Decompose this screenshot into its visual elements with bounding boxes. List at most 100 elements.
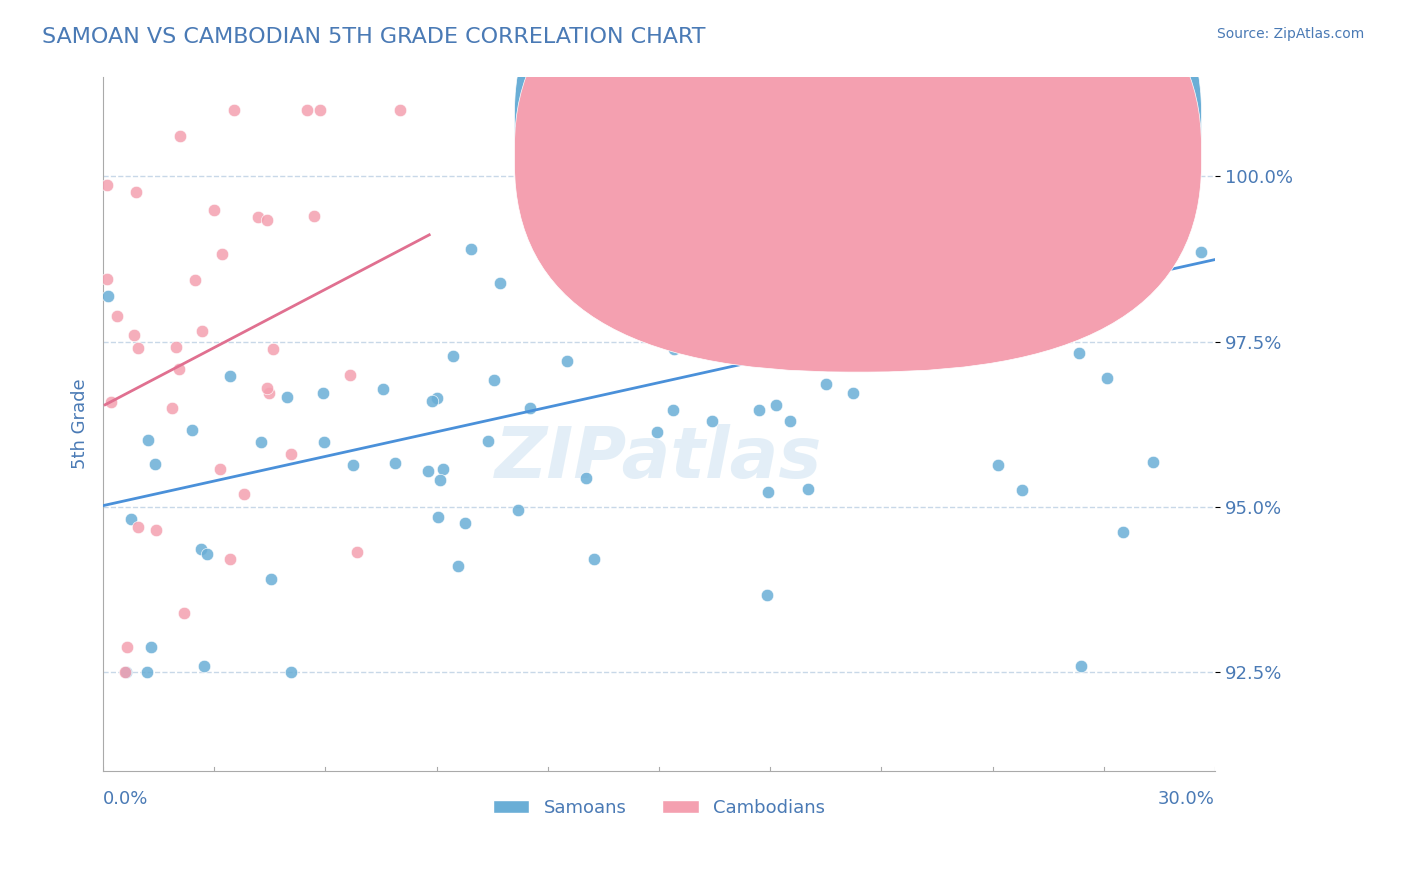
Samoans [662,343,685,357]
Cambodians [339,368,361,383]
Cambodians [173,606,195,620]
Samoans [1152,204,1174,219]
Cambodians [218,551,240,566]
Cambodians [388,103,411,118]
Samoans [276,390,298,404]
Samoans [773,151,796,165]
Samoans [938,329,960,343]
Samoans [420,393,443,408]
Samoans [508,503,530,517]
Samoans [1011,483,1033,497]
Samoans [662,165,685,179]
Cambodians [115,640,138,654]
Cambodians [114,665,136,679]
Cambodians [165,340,187,354]
Cambodians [160,401,183,415]
Cambodians [209,462,232,476]
Cambodians [167,361,190,376]
Samoans [426,509,449,524]
Cambodians [127,341,149,355]
Samoans [195,547,218,561]
Samoans [647,425,669,440]
Samoans [1014,340,1036,354]
Cambodians [308,103,330,118]
Samoans [460,242,482,256]
Cambodians [262,343,284,357]
Samoans [931,149,953,163]
Samoans [314,434,336,449]
Samoans [96,289,118,303]
Samoans [280,665,302,679]
Samoans [575,471,598,485]
Cambodians [280,447,302,461]
Text: Source: ZipAtlas.com: Source: ZipAtlas.com [1216,27,1364,41]
Samoans [477,434,499,448]
Samoans [1074,177,1097,191]
FancyBboxPatch shape [515,0,1202,372]
Samoans [761,146,783,161]
Samoans [661,402,683,417]
Samoans [789,258,811,272]
FancyBboxPatch shape [515,0,1202,337]
Samoans [779,414,801,428]
Cambodians [257,386,280,401]
Samoans [260,572,283,586]
Text: R = 0.400   N = 87: R = 0.400 N = 87 [870,109,1050,127]
Samoans [190,542,212,557]
Samoans [1189,244,1212,259]
Samoans [1070,659,1092,673]
Samoans [672,338,695,352]
Samoans [583,552,606,566]
Samoans [695,109,717,123]
Cambodians [256,380,278,394]
Cambodians [233,487,256,501]
Cambodians [246,210,269,224]
Samoans [756,485,779,500]
Samoans [941,103,963,118]
Samoans [519,401,541,416]
Samoans [416,464,439,478]
Samoans [886,266,908,280]
Samoans [120,512,142,526]
Samoans [429,473,451,487]
Cambodians [100,395,122,409]
Cambodians [145,523,167,537]
Samoans [447,558,470,573]
Samoans [342,458,364,472]
Text: R = 0.357   N = 36: R = 0.357 N = 36 [870,143,1050,161]
Samoans [952,265,974,279]
Samoans [853,103,876,118]
Cambodians [222,103,245,118]
Samoans [426,391,449,405]
Samoans [599,214,621,228]
Samoans [924,103,946,118]
Samoans [1142,455,1164,469]
Cambodians [295,103,318,118]
Samoans [555,354,578,368]
Samoans [1095,370,1118,384]
Cambodians [211,247,233,261]
Cambodians [202,202,225,217]
Y-axis label: 5th Grade: 5th Grade [72,379,89,469]
Samoans [1112,525,1135,540]
Samoans [756,588,779,602]
Samoans [489,276,512,290]
Samoans [193,659,215,673]
Samoans [180,424,202,438]
Samoans [700,414,723,428]
Samoans [135,665,157,679]
Samoans [796,482,818,496]
Samoans [312,386,335,401]
Cambodians [190,324,212,338]
Samoans [686,163,709,178]
Samoans [800,186,823,200]
Cambodians [304,210,326,224]
Text: 30.0%: 30.0% [1159,790,1215,808]
Samoans [371,382,394,396]
Samoans [143,457,166,471]
Samoans [748,403,770,417]
Cambodians [346,545,368,559]
Samoans [894,350,917,364]
FancyBboxPatch shape [825,91,1092,188]
Cambodians [127,520,149,534]
